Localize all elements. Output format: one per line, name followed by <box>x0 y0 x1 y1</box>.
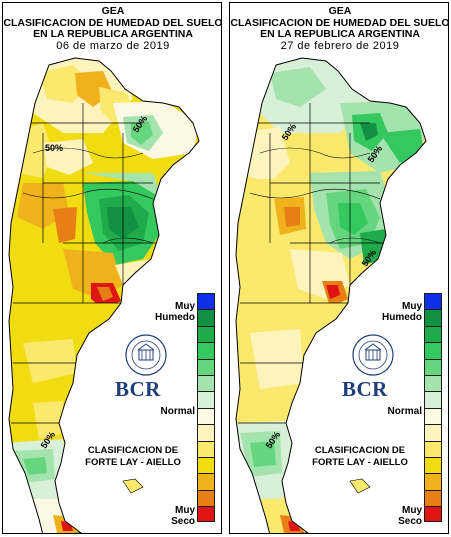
legend-swatch <box>424 407 442 425</box>
legend-label-normal: Normal <box>387 406 422 417</box>
map-title: GEA CLASIFICACION DE HUMEDAD DEL SUELO E… <box>230 5 449 52</box>
classification-line1: CLASIFICACION DE <box>314 445 406 456</box>
legend-swatch <box>197 374 215 392</box>
legend-swatch <box>197 424 215 441</box>
bcr-seal-icon <box>352 334 394 376</box>
map-title: GEA CLASIFICACION DE HUMEDAD DEL SUELO E… <box>3 5 222 52</box>
map-date: 27 de febrero de 2019 <box>280 39 400 52</box>
legend-label-wet: Muy Humedo <box>155 301 195 323</box>
moisture-legend <box>197 293 215 523</box>
map-title-line1: CLASIFICACION DE HUMEDAD DEL SUELO <box>3 16 222 29</box>
legend-label-dry: Muy Seco <box>171 505 195 527</box>
legend-swatch <box>424 440 442 457</box>
legend-swatch <box>424 424 442 441</box>
classification-note: CLASIFICACION DE FORTE LAY - AIELLO <box>300 445 420 469</box>
legend-swatch <box>424 473 442 490</box>
legend-swatch <box>197 358 215 375</box>
legend-swatch <box>197 456 215 474</box>
map-title-line2: EN LA REPUBLICA ARGENTINA <box>260 28 420 40</box>
map-date: 06 de marzo de 2019 <box>56 39 170 52</box>
map-title-line1: CLASIFICACION DE HUMEDAD DEL SUELO <box>230 16 449 29</box>
moisture-legend <box>424 293 442 523</box>
map-header: GEA <box>101 5 125 17</box>
legend-label-dry: Muy Seco <box>398 505 422 527</box>
legend-swatch <box>424 309 442 326</box>
legend-swatch <box>197 309 215 326</box>
legend-label-normal: Normal <box>160 406 195 417</box>
legend-swatch <box>197 342 215 359</box>
classification-line1: CLASIFICACION DE <box>87 445 179 456</box>
map-panel-february: GEA CLASIFICACION DE HUMEDAD DEL SUELO E… <box>229 2 449 534</box>
contour-label: 50% <box>45 143 64 153</box>
classification-line2: FORTE LAY - AIELLO <box>312 457 408 468</box>
legend-swatch <box>424 489 442 507</box>
legend-swatch <box>424 342 442 359</box>
legend-swatch <box>197 440 215 457</box>
classification-line2: FORTE LAY - AIELLO <box>85 457 181 468</box>
classification-note: CLASIFICACION DE FORTE LAY - AIELLO <box>73 445 193 469</box>
map-panel-march: GEA CLASIFICACION DE HUMEDAD DEL SUELO E… <box>2 2 222 534</box>
legend-swatch <box>424 456 442 474</box>
legend-swatch <box>197 391 215 408</box>
legend-label-wet: Muy Humedo <box>382 301 422 323</box>
legend-swatch <box>424 293 442 310</box>
legend-swatch <box>197 293 215 310</box>
legend-swatch <box>424 325 442 343</box>
map-header: GEA <box>328 5 352 17</box>
legend-swatch <box>424 506 442 523</box>
legend-swatch <box>197 506 215 523</box>
argentina-soil-moisture-map <box>235 57 427 533</box>
bcr-logo: BCR <box>115 377 161 401</box>
legend-swatch <box>424 358 442 375</box>
legend-swatch <box>197 489 215 507</box>
bcr-logo: BCR <box>342 377 388 401</box>
argentina-soil-moisture-map <box>8 57 200 533</box>
legend-swatch <box>197 407 215 425</box>
bcr-seal-icon <box>125 334 167 376</box>
legend-swatch <box>424 374 442 392</box>
legend-swatch <box>197 325 215 343</box>
legend-swatch <box>197 473 215 490</box>
map-title-line2: EN LA REPUBLICA ARGENTINA <box>33 28 193 40</box>
legend-swatch <box>424 391 442 408</box>
